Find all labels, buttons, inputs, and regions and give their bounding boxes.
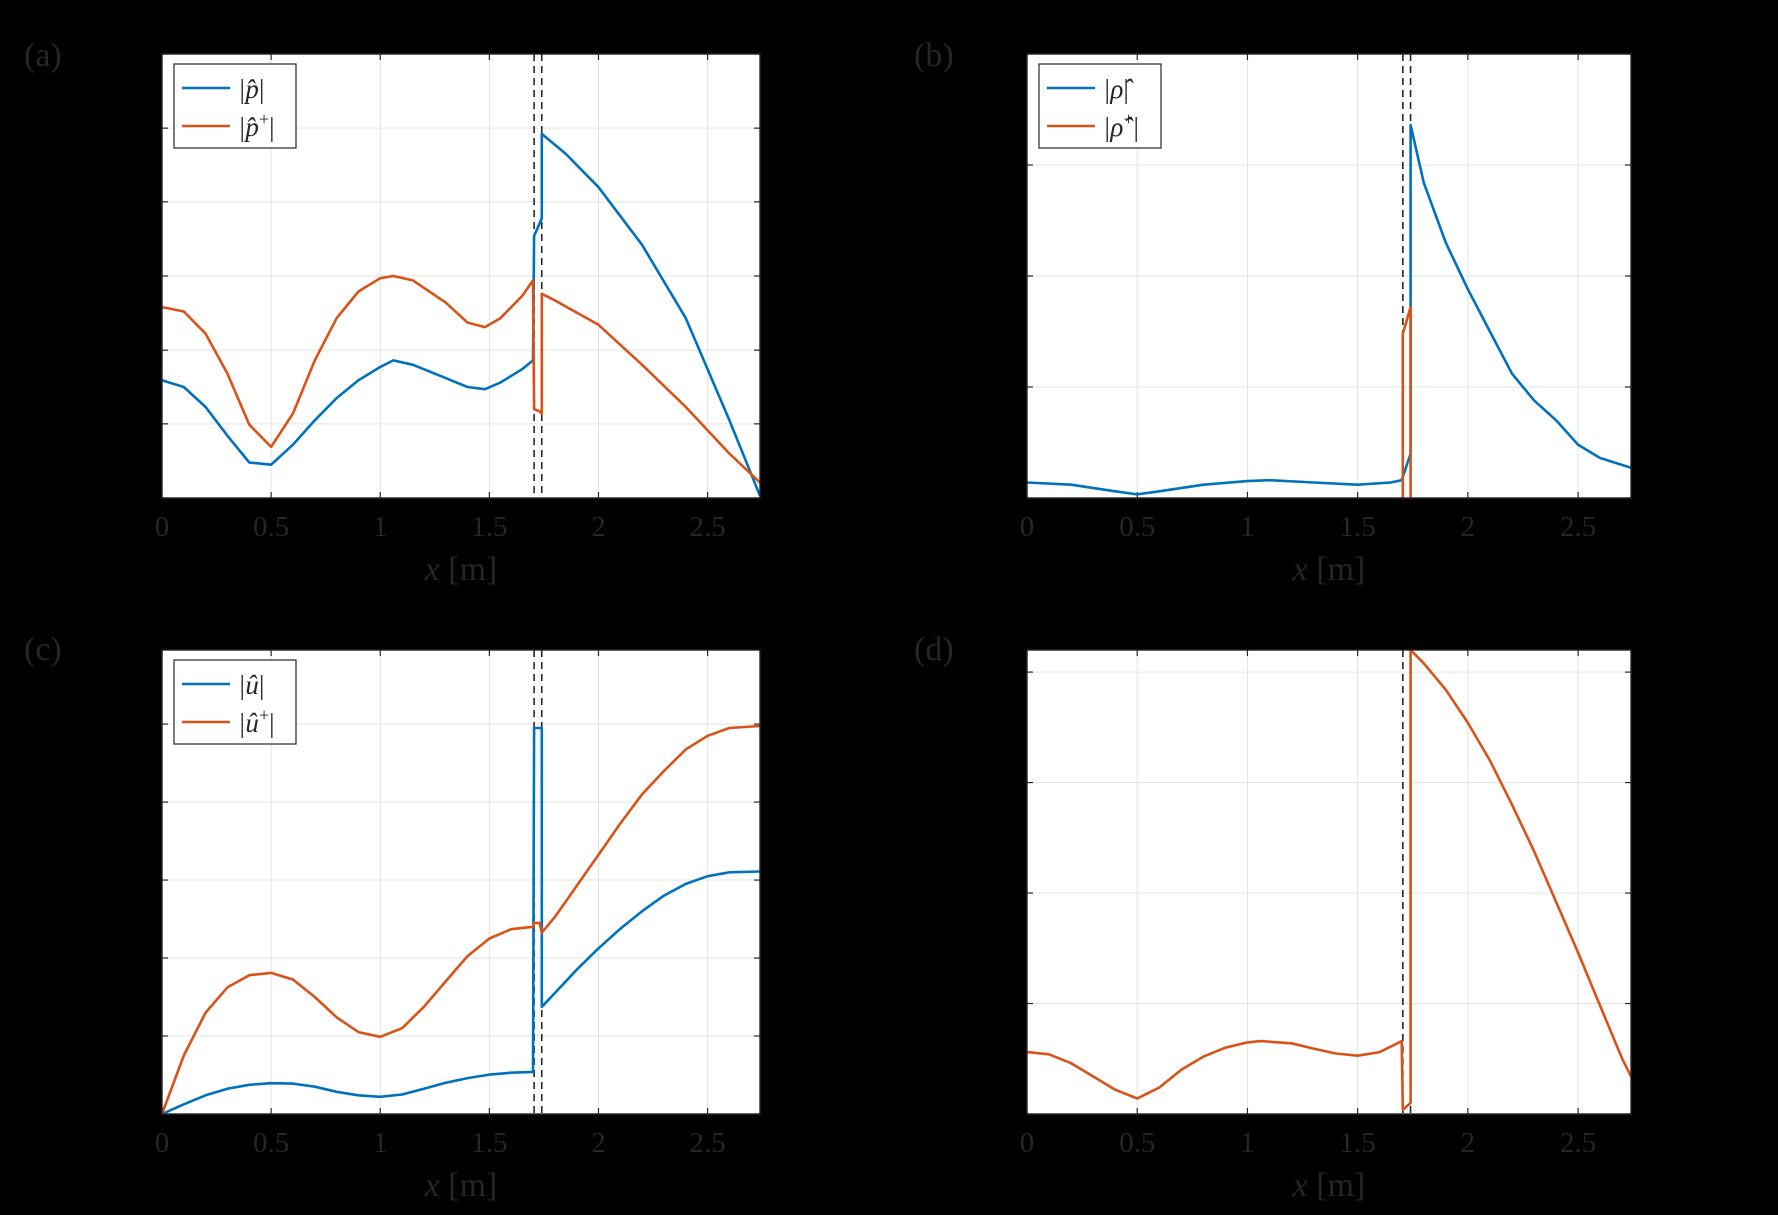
x-tick-label: 1.5	[1340, 1127, 1376, 1159]
x-tick-label: 0.5	[1119, 1127, 1155, 1159]
x-tick-label: 2	[591, 511, 606, 543]
legend-entry: |û+|	[238, 705, 275, 738]
x-tick-label: 0.5	[253, 511, 289, 543]
panel-label: (a)	[24, 37, 62, 74]
x-tick-label: 2	[591, 1127, 606, 1159]
x-tick-label: 1	[1240, 1127, 1255, 1159]
axes-box	[161, 53, 761, 499]
legend-entry: |p̂+|	[238, 109, 275, 142]
panel-label: (d)	[914, 631, 954, 668]
plot-area	[1027, 650, 1631, 1114]
legend: |ρ̂||ρ̂+|	[1038, 63, 1162, 149]
series-line	[162, 726, 760, 1114]
x-axis-label: x [m]	[1292, 1167, 1366, 1204]
legend-entry: |ρ̂+|	[1103, 109, 1139, 142]
x-tick-label: 2.5	[1560, 511, 1596, 543]
x-tick-label: 1.5	[471, 1127, 507, 1159]
x-tick-label: 1	[373, 511, 388, 543]
axes-box	[1026, 649, 1632, 1115]
series-line	[1401, 305, 1412, 498]
x-tick-label: 0.5	[253, 1127, 289, 1159]
legend: |û| |û+|	[173, 659, 297, 745]
x-tick-label: 1	[1240, 511, 1255, 543]
x-tick-label: 0	[1020, 1127, 1035, 1159]
panel-1: 0 0.5 1 1.5 2 2.5 x [m] (b) |ρ̂||ρ̂+|	[914, 37, 1632, 588]
axes-box	[161, 649, 761, 1115]
x-axis-label: x [m]	[424, 551, 498, 588]
panel-label: (b)	[914, 37, 954, 74]
axes-box	[1026, 53, 1632, 499]
series-line	[162, 132, 760, 497]
panel-0: 0 0.5 1 1.5 2 2.5 x [m] (a) |p̂| |p̂+|	[24, 37, 761, 588]
x-tick-label: 0	[1020, 511, 1035, 543]
panel-3: 0 0.5 1 1.5 2 2.5 x [m] (d)	[914, 631, 1632, 1204]
x-tick-label: 2.5	[689, 1127, 725, 1159]
x-axis-label: x [m]	[424, 1167, 498, 1204]
series-line	[1027, 123, 1631, 496]
x-tick-label: 2.5	[1560, 1127, 1596, 1159]
x-tick-label: 2	[1461, 511, 1476, 543]
series-line	[162, 724, 760, 1114]
panel-2: 0 0.5 1 1.5 2 2.5 x [m] (c) |û| |û+|	[24, 631, 761, 1204]
x-axis-label: x [m]	[1292, 551, 1366, 588]
x-tick-label: 2.5	[689, 511, 725, 543]
series-line	[1027, 650, 1631, 1111]
series-line	[162, 274, 760, 484]
x-tick-label: 0	[155, 1127, 170, 1159]
x-tick-label: 1.5	[471, 511, 507, 543]
x-tick-label: 0.5	[1119, 511, 1155, 543]
x-tick-label: 1	[373, 1127, 388, 1159]
x-tick-label: 1.5	[1340, 511, 1376, 543]
x-tick-label: 0	[155, 511, 170, 543]
panel-label: (c)	[24, 631, 62, 668]
legend-entry: |û|	[238, 670, 264, 700]
x-tick-label: 2	[1461, 1127, 1476, 1159]
legend-entry: |p̂|	[238, 74, 264, 104]
legend: |p̂| |p̂+|	[173, 63, 297, 149]
